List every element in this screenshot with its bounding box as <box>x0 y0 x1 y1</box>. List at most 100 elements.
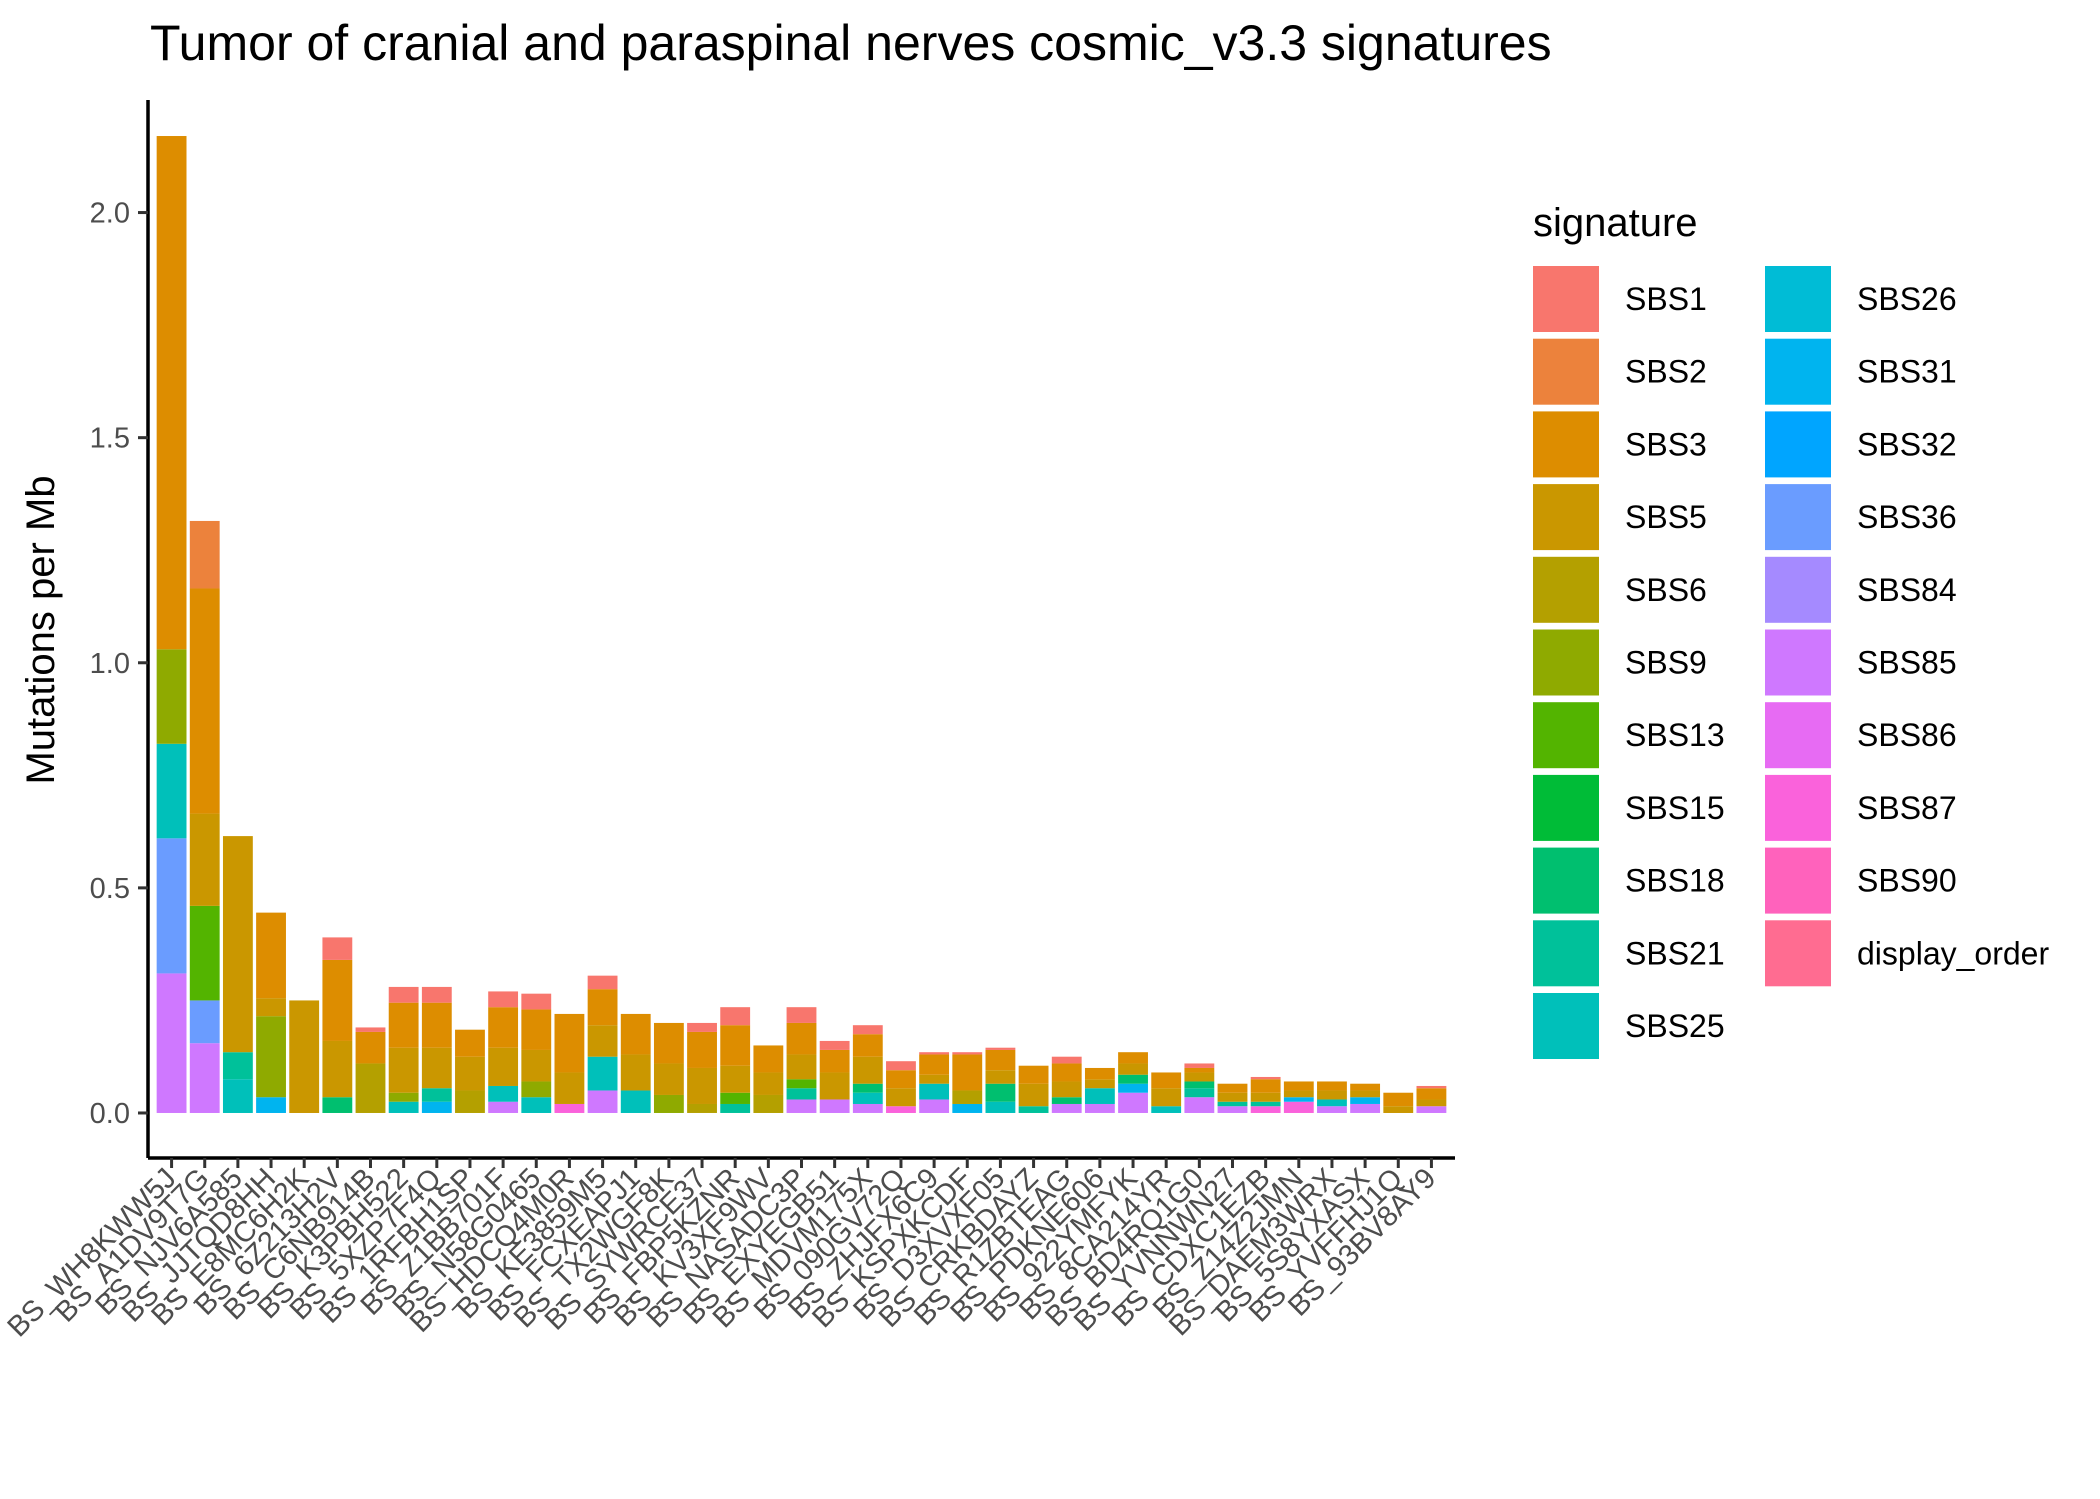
bar-segment-SBS1 <box>985 1047 1016 1050</box>
bar-segment-SBS6 <box>952 1090 983 1104</box>
legend-key-SBS87 <box>1765 774 1831 841</box>
y-tick-label: 0.5 <box>90 873 130 905</box>
legend-label: SBS1 <box>1625 281 1707 317</box>
bar-segment-SBS1 <box>919 1052 950 1055</box>
bar-segment-SBS3 <box>189 588 220 814</box>
bar-segment-SBS3 <box>919 1054 950 1075</box>
bar-segment-SBS5 <box>1217 1092 1248 1102</box>
legend-label: SBS5 <box>1625 499 1707 535</box>
bar-segment-SBS3 <box>421 1002 452 1048</box>
bar-segment-SBS9 <box>521 1081 552 1098</box>
legend-key-SBS85 <box>1765 629 1831 696</box>
bar-segment-SBS5 <box>1184 1072 1215 1082</box>
bar-segment-SBS36 <box>156 838 187 974</box>
bar-segment-SBS5 <box>1084 1079 1115 1089</box>
bar-segment-SBS87 <box>1250 1106 1281 1113</box>
bar-BS_TX2WGF8K <box>653 1022 684 1113</box>
bar-segment-SBS3 <box>620 1013 651 1055</box>
legend-label: SBS86 <box>1857 717 1957 753</box>
bar-segment-SBS5 <box>919 1074 950 1084</box>
legend-label: SBS18 <box>1625 863 1725 899</box>
legend-key-SBS3 <box>1533 411 1599 478</box>
bar-segment-SBS85 <box>1317 1106 1347 1113</box>
bar-segment-SBS3 <box>455 1029 485 1057</box>
bar-segment-SBS25 <box>1084 1088 1115 1104</box>
bar-segment-SBS25 <box>919 1083 950 1100</box>
bar-segment-SBS3 <box>322 959 353 1041</box>
bar-segment-SBS31 <box>1350 1097 1381 1104</box>
bar-BS_93BV8AY9 <box>1416 1085 1447 1113</box>
bar-segment-SBS31 <box>421 1101 452 1113</box>
bar-segment-SBS1 <box>819 1040 850 1050</box>
bar-segment-SBS3 <box>1350 1083 1381 1091</box>
bar-BS_KV3XF9WV <box>753 1045 784 1113</box>
bar-segment-SBS1 <box>1051 1056 1082 1064</box>
legend-key-SBS2 <box>1533 338 1599 405</box>
bar-segment-SBS1 <box>587 975 618 990</box>
bar-segment-SBS21 <box>1250 1101 1281 1107</box>
legend-key-SBS18 <box>1533 847 1599 914</box>
bar-segment-SBS21 <box>1217 1101 1248 1107</box>
bar-segment-SBS85 <box>1184 1097 1215 1113</box>
bar-BS_FBP5KZNR <box>720 1007 751 1113</box>
bar-segment-SBS21 <box>222 1052 253 1080</box>
legend-item-SBS13: SBS13 <box>1533 702 1725 769</box>
bar-segment-SBS3 <box>720 1025 751 1066</box>
bar-BS_HDCQ4M0R <box>554 1013 585 1113</box>
bar-segment-SBS3 <box>1184 1067 1215 1073</box>
bar-segment-SBS1 <box>720 1007 751 1026</box>
bar-segment-SBS21 <box>786 1088 817 1100</box>
legend-key-SBS5 <box>1533 484 1599 551</box>
x-axis: BS_WH8KWW5JBS_A1DV9T7GBS_NJV6A585BS_JJTQ… <box>2 1156 1455 1343</box>
bar-segment-SBS85 <box>919 1099 950 1113</box>
bar-segment-SBS25 <box>852 1092 883 1104</box>
bar-segment-SBS5 <box>1416 1099 1447 1107</box>
bar-segment-SBS25 <box>620 1090 651 1113</box>
bar-segment-SBS25 <box>388 1101 419 1113</box>
bar-segment-SBS3 <box>985 1049 1016 1071</box>
chart-title: Tumor of cranial and paraspinal nerves c… <box>150 15 1552 71</box>
bar-segment-SBS5 <box>852 1056 883 1084</box>
bar-segment-SBS1 <box>521 993 552 1010</box>
bar-segment-SBS5 <box>1250 1092 1281 1102</box>
bar-segment-SBS3 <box>1283 1081 1314 1091</box>
legend-item-SBS18: SBS18 <box>1533 847 1725 914</box>
y-tick-label: 1.0 <box>90 648 130 680</box>
legend-key-SBS36 <box>1765 484 1831 551</box>
bar-segment-SBS25 <box>587 1056 618 1091</box>
bar-segment-SBS1 <box>1250 1076 1281 1080</box>
bar-segment-SBS3 <box>1051 1063 1082 1082</box>
legend-label: SBS13 <box>1625 717 1725 753</box>
legend-label: SBS21 <box>1625 935 1725 971</box>
bar-BS_Z14Z2JMN <box>1283 1081 1314 1113</box>
legend-item-SBS32: SBS32 <box>1765 411 1957 478</box>
bar-segment-SBS13 <box>720 1092 751 1104</box>
bar-segment-SBS85 <box>1217 1106 1248 1113</box>
bar-BS_NASADC3P <box>786 1007 817 1113</box>
bar-segment-SBS9 <box>388 1092 419 1102</box>
bar-segment-SBS3 <box>1317 1081 1347 1091</box>
bar-segment-SBS6 <box>455 1090 485 1113</box>
bar-BS_JJTQD8HH <box>256 912 286 1113</box>
bar-segment-SBS5 <box>455 1056 485 1091</box>
bar-segment-SBS3 <box>653 1022 684 1064</box>
bar-BS_CDXC1EZB <box>1250 1076 1281 1113</box>
legend-item-SBS85: SBS85 <box>1765 629 1957 696</box>
legend-label: SBS3 <box>1625 426 1707 462</box>
bar-segment-SBS5 <box>1018 1083 1049 1107</box>
bar-segment-SBS31 <box>256 1097 286 1113</box>
bar-segment-SBS5 <box>587 1025 618 1057</box>
bar-segment-SBS5 <box>720 1065 751 1093</box>
bar-BS_PDKNE606 <box>1084 1067 1115 1113</box>
bar-segment-SBS3 <box>1084 1067 1115 1080</box>
bar-segment-SBS3 <box>355 1031 386 1064</box>
bar-segment-SBS5 <box>421 1047 452 1089</box>
bar-BS_KSPXKCDF <box>952 1052 983 1113</box>
bar-segment-SBS85 <box>189 1043 220 1113</box>
bar-segment-SBS5 <box>1051 1081 1082 1098</box>
legend-item-SBS86: SBS86 <box>1765 702 1957 769</box>
legend-item-SBS9: SBS9 <box>1533 629 1707 696</box>
bar-BS_A1DV9T7G <box>189 520 220 1113</box>
bars-layer <box>156 136 1447 1113</box>
